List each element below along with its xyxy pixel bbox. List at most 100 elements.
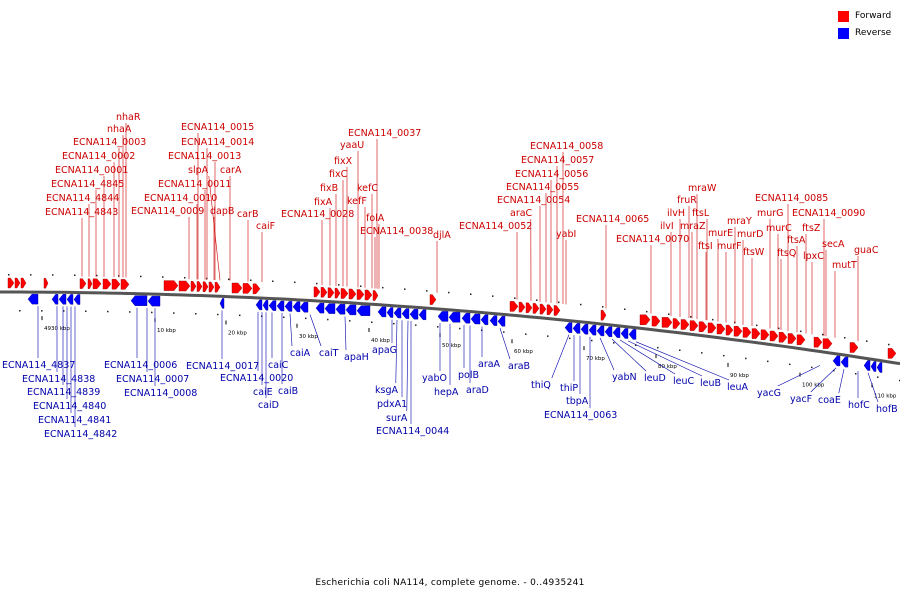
forward-gene-label-ilvh: ilvH — [667, 208, 685, 219]
scale-tick-label-110-kbp: 110 kbp — [874, 393, 897, 399]
guide-dot — [415, 324, 417, 326]
reverse-leader-line — [289, 313, 293, 347]
forward-gene-arrow — [364, 289, 373, 301]
guide-dot — [580, 303, 582, 306]
forward-gene-arrow — [320, 287, 328, 298]
reverse-gene-label-ecna114-0020: ECNA114_0020 — [220, 373, 293, 384]
reverse-gene-arrow — [628, 329, 637, 340]
reverse-gene-label-ecna114-0007: ECNA114_0007 — [116, 374, 189, 385]
reverse-gene-arrow — [588, 324, 597, 336]
guide-dot — [668, 313, 670, 315]
reverse-gene-arrow — [863, 360, 871, 371]
forward-gene-label-lpxc: lpxC — [803, 251, 824, 262]
forward-gene-arrow — [546, 304, 554, 315]
guide-dot — [360, 285, 362, 287]
guide-dot — [833, 369, 835, 372]
guide-dot — [382, 286, 384, 289]
reverse-gene-label-hofb: hofB — [876, 404, 898, 415]
forward-gene-label-nhaa: nhaA — [107, 124, 132, 135]
map-caption: Escherichia coli NA114, complete genome.… — [315, 578, 585, 588]
forward-gene-label-ecna114-0011: ECNA114_0011 — [158, 179, 231, 190]
reverse-gene-label-tbpa: tbpA — [566, 396, 589, 407]
guide-dot — [250, 279, 252, 281]
reverse-gene-arrow — [27, 293, 39, 305]
guide-dot — [624, 308, 626, 310]
reverse-gene-arrow — [448, 312, 461, 323]
forward-swatch — [838, 10, 849, 22]
forward-gene-arrow — [518, 301, 526, 313]
reverse-gene-label-ecna114-4839: ECNA114_4839 — [27, 387, 100, 398]
guide-dot — [745, 357, 747, 360]
scale-tick-label-30-kbp: 30 kbp — [299, 334, 318, 340]
guide-dot — [613, 342, 615, 344]
forward-gene-label-ftsw: ftsW — [743, 247, 765, 258]
legend-reverse: Reverse — [838, 26, 891, 40]
forward-gene-label-ecna114-0056: ECNA114_0056 — [515, 169, 588, 180]
reverse-gene-label-thiq: thiQ — [531, 380, 551, 391]
reverse-gene-arrow — [409, 309, 419, 320]
forward-gene-label-caif: caiF — [256, 221, 275, 232]
guide-dot — [129, 311, 131, 313]
guide-dot — [723, 354, 725, 357]
forward-gene-label-ecna114-0009: ECNA114_0009 — [131, 206, 204, 217]
reverse-gene-label-arad: araD — [466, 385, 489, 396]
forward-gene-arrow — [742, 327, 752, 338]
forward-gene-arrow — [689, 320, 699, 331]
reverse-gene-arrow — [335, 304, 346, 315]
forward-gene-label-dapb: dapB — [210, 206, 234, 217]
guide-dot — [140, 275, 142, 278]
reverse-gene-arrow — [497, 316, 506, 327]
forward-gene-arrow — [887, 348, 897, 359]
guide-dot — [470, 293, 472, 295]
scale-tick-label-80-kbp: 80 kbp — [658, 364, 677, 370]
reverse-gene-arrow — [386, 307, 394, 318]
forward-gene-arrow — [698, 321, 708, 332]
forward-gene-label-carb: carB — [237, 209, 258, 220]
guide-dot — [602, 306, 604, 308]
reverse-gene-label-caia: caiA — [290, 348, 311, 359]
forward-gene-arrow — [760, 329, 770, 340]
guide-dot — [844, 337, 846, 339]
guide-dot — [19, 310, 21, 312]
guide-dot — [283, 316, 285, 318]
reverse-gene-label-polb: polB — [458, 370, 479, 381]
forward-gene-arrow — [509, 301, 519, 312]
forward-gene-label-ftsq: ftsQ — [777, 248, 796, 259]
forward-gene-arrow — [651, 315, 661, 327]
forward-gene-label-ecna114-0010: ECNA114_0010 — [144, 193, 217, 204]
reverse-gene-label-hofc: hofC — [848, 400, 870, 411]
reverse-gene-arrow — [219, 298, 225, 309]
guide-dot — [591, 339, 593, 342]
guide-dot — [569, 337, 571, 340]
reverse-gene-label-leuc: leuC — [673, 376, 695, 387]
forward-gene-label-murg: murG — [757, 208, 784, 219]
reverse-gene-label-yabo: yabO — [422, 373, 447, 384]
scale-tick-label-10-kbp: 10 kbp — [157, 328, 176, 334]
legend-reverse-label: Reverse — [855, 28, 892, 38]
forward-gene-label-ecna114-0070: ECNA114_0070 — [616, 234, 689, 245]
forward-gene-label-mraz: mraZ — [680, 221, 706, 232]
guide-dot — [789, 363, 791, 366]
guide-dot — [63, 310, 65, 312]
forward-gene-arrow — [716, 323, 726, 335]
forward-gene-label-fola: folA — [366, 213, 385, 224]
reverse-gene-label-ecna114-0017: ECNA114_0017 — [186, 361, 259, 372]
guide-dot — [184, 277, 186, 279]
forward-gene-label-mraw: mraW — [688, 183, 717, 194]
reverse-gene-arrow — [840, 356, 849, 368]
reverse-gene-label-ecna114-0008: ECNA114_0008 — [124, 388, 197, 399]
reverse-gene-arrow — [832, 355, 841, 367]
guide-dot — [558, 301, 560, 304]
forward-gene-label-cara: carA — [220, 165, 242, 176]
guide-dot — [85, 310, 87, 312]
guide-dot — [547, 335, 549, 337]
reverse-leader-line — [309, 314, 322, 347]
guide-dot — [107, 310, 109, 313]
forward-gene-arrow — [20, 277, 27, 289]
forward-gene-label-ecna114-0090: ECNA114_0090 — [792, 208, 865, 219]
guide-dot — [305, 317, 307, 320]
forward-gene-arrow — [196, 281, 203, 292]
reverse-gene-label-ecna114-4842: ECNA114_4842 — [44, 429, 117, 440]
legend-forward-label: Forward — [855, 11, 892, 21]
forward-gene-arrow — [553, 305, 561, 316]
